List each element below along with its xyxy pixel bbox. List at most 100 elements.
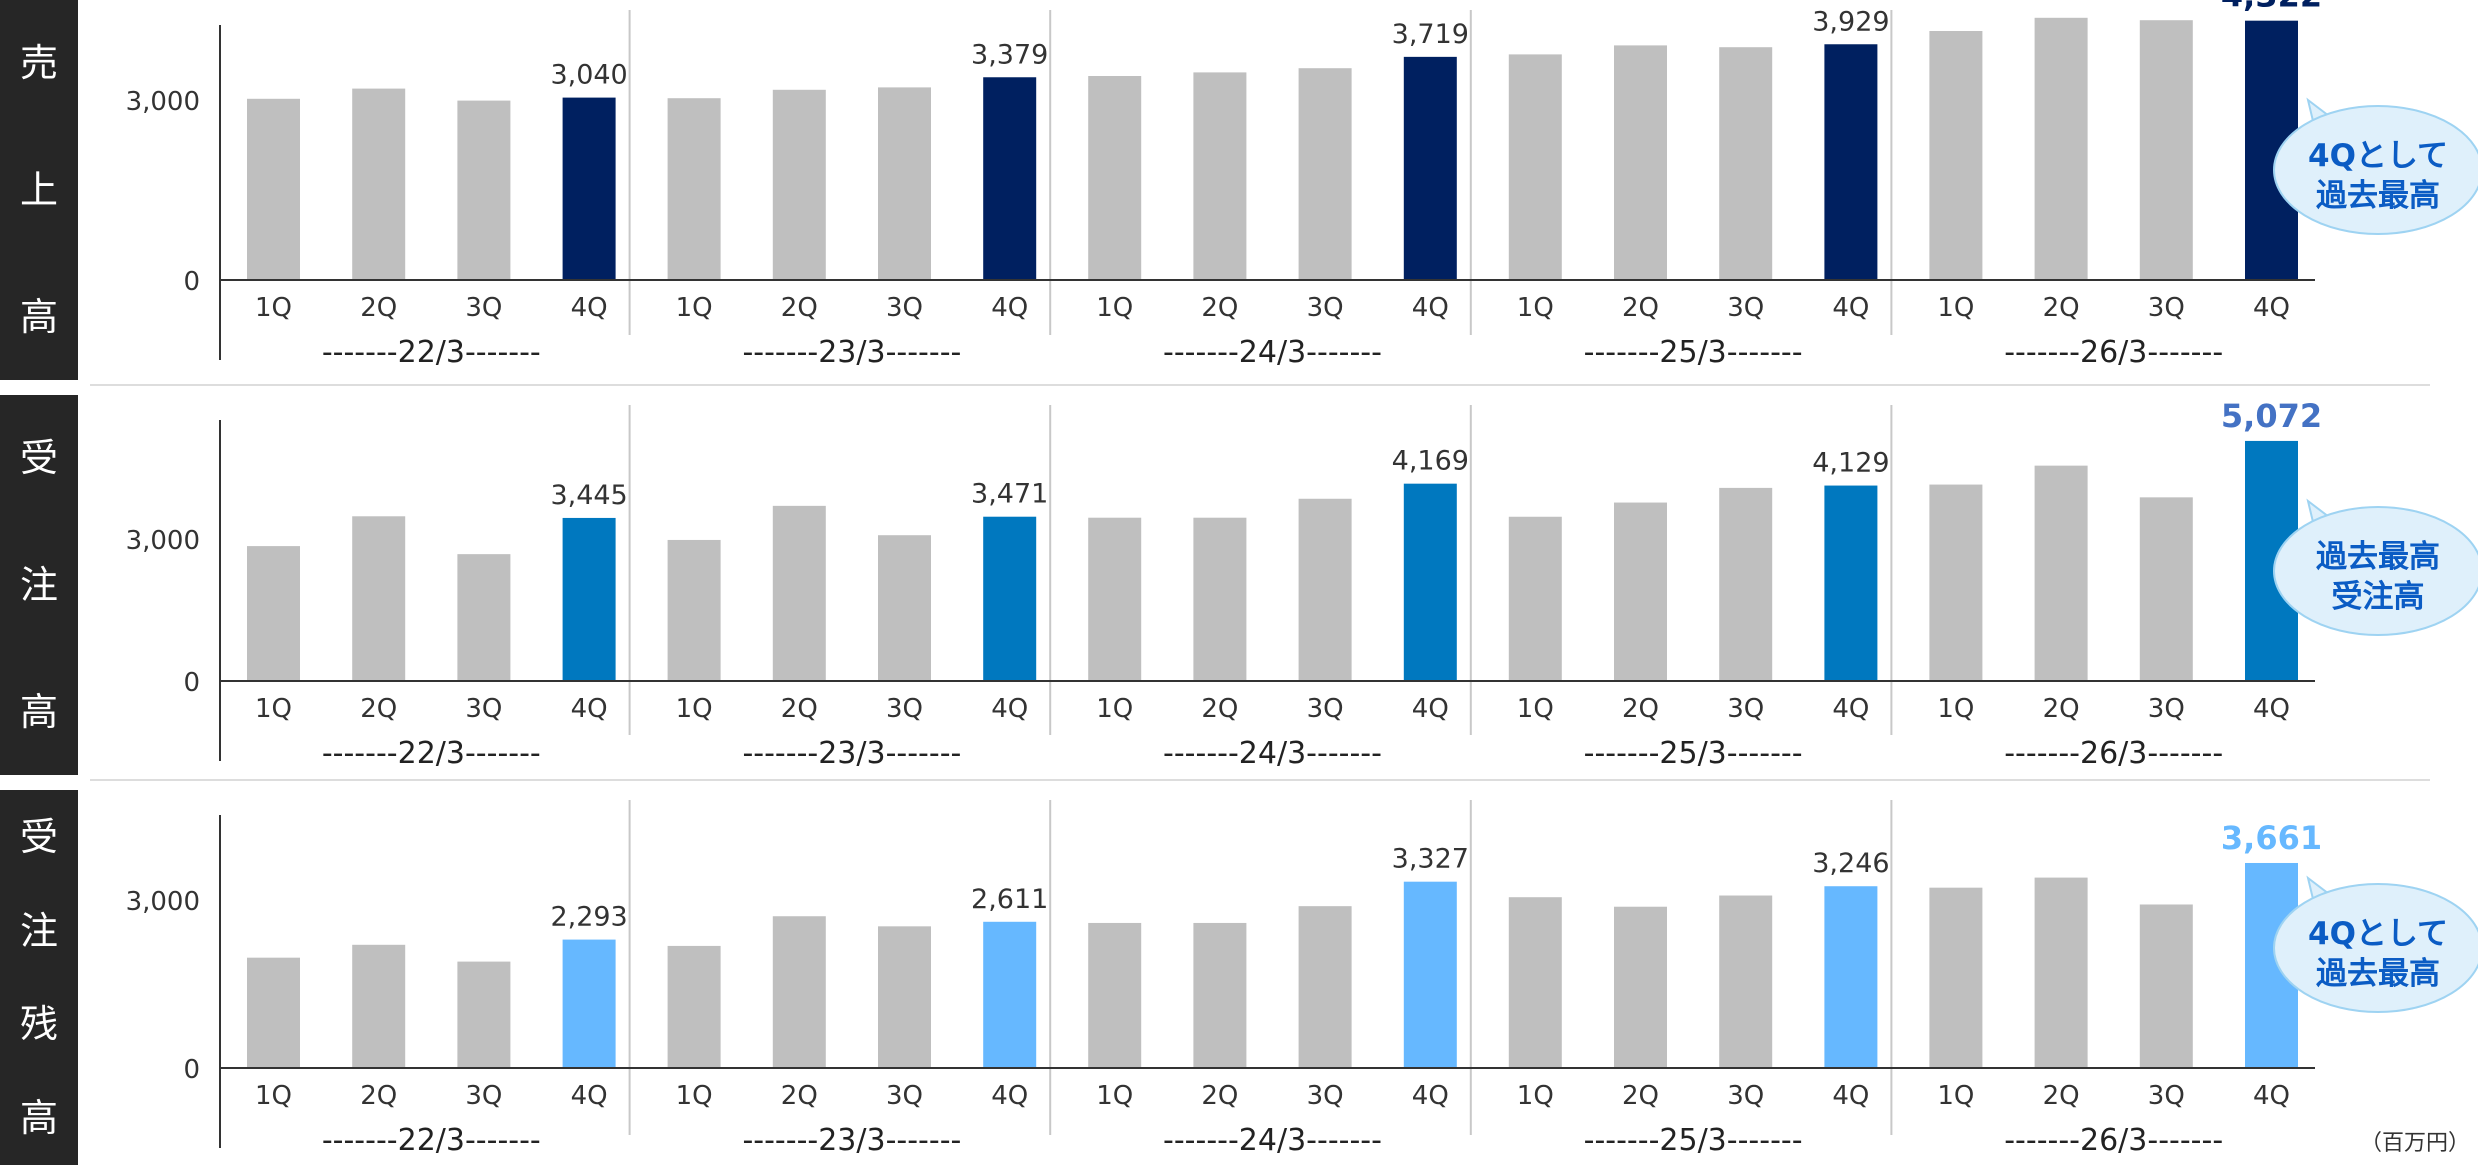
callout-text: 過去最高: [2316, 178, 2440, 214]
row-label-char: 上: [19, 167, 58, 212]
callout-bubble: [2273, 883, 2478, 1013]
bar-25-3-3Q: [1719, 895, 1773, 1068]
data-label: 2,293: [550, 902, 627, 933]
fiscal-year-label: -------23/3-------: [742, 335, 961, 370]
bar-22-3-2Q: [352, 944, 406, 1068]
callout-text: 過去最高: [2316, 539, 2440, 575]
x-tick-label: 2Q: [2043, 293, 2080, 323]
x-tick-label: 3Q: [886, 1081, 923, 1111]
x-tick-label: 4Q: [571, 1081, 608, 1111]
x-tick-label: 4Q: [1412, 694, 1449, 724]
data-label: 4,129: [1812, 448, 1889, 479]
data-label: 2,611: [971, 884, 1048, 915]
x-tick-label: 2Q: [360, 694, 397, 724]
x-tick-label: 2Q: [2043, 1081, 2080, 1111]
data-label: 3,327: [1392, 844, 1469, 875]
bar-24-3-2Q: [1193, 72, 1247, 281]
x-tick-label: 1Q: [1517, 1081, 1554, 1111]
bar-22-3-3Q: [457, 961, 511, 1068]
bar-24-3-4Q: [1403, 56, 1457, 280]
row-label-char: 高: [19, 294, 58, 339]
bar-26-3-1Q: [1929, 31, 1983, 280]
data-label: 3,471: [971, 479, 1048, 510]
y-tick-label: 0: [183, 1055, 200, 1085]
x-tick-label: 4Q: [991, 694, 1028, 724]
fiscal-year-label: -------25/3-------: [1584, 736, 1803, 771]
bar-23-3-3Q: [878, 926, 931, 1068]
bar-23-3-3Q: [878, 87, 931, 281]
fiscal-year-label: -------24/3-------: [1163, 736, 1382, 771]
fiscal-year-label: -------24/3-------: [1163, 335, 1382, 370]
x-tick-label: 2Q: [1201, 293, 1238, 323]
row-label-char: 注: [19, 908, 58, 953]
bar-26-3-3Q: [2139, 904, 2193, 1068]
x-tick-label: 2Q: [2043, 694, 2080, 724]
bar-23-3-4Q: [983, 516, 1037, 681]
row-label-char: 受: [19, 436, 58, 481]
bar-23-3-1Q: [667, 539, 721, 681]
x-tick-label: 3Q: [886, 293, 923, 323]
x-tick-label: 3Q: [1307, 293, 1344, 323]
bar-24-3-3Q: [1298, 498, 1352, 681]
x-tick-label: 4Q: [2253, 1081, 2290, 1111]
x-tick-label: 4Q: [1832, 293, 1869, 323]
bar-25-3-4Q: [1824, 485, 1878, 681]
bar-25-3-4Q: [1824, 886, 1878, 1068]
bar-24-3-4Q: [1403, 483, 1457, 681]
bar-24-3-1Q: [1088, 76, 1142, 280]
bar-22-3-1Q: [247, 957, 300, 1068]
bar-25-3-2Q: [1614, 906, 1667, 1068]
x-tick-label: 1Q: [1096, 694, 1133, 724]
x-tick-label: 1Q: [1517, 694, 1554, 724]
bar-22-3-3Q: [457, 554, 511, 681]
data-label: 4,322: [2221, 0, 2322, 15]
bar-24-3-1Q: [1088, 922, 1142, 1068]
y-tick-label: 3,000: [126, 87, 200, 117]
bar-22-3-4Q: [562, 517, 616, 681]
bar-23-3-2Q: [772, 505, 826, 681]
y-tick-label: 0: [183, 267, 200, 297]
fiscal-year-label: -------26/3-------: [2004, 335, 2223, 370]
x-tick-label: 2Q: [1622, 1081, 1659, 1111]
data-label: 4,169: [1392, 446, 1469, 477]
x-tick-label: 2Q: [360, 1081, 397, 1111]
x-tick-label: 2Q: [1622, 694, 1659, 724]
bar-22-3-2Q: [352, 516, 406, 681]
bar-25-3-2Q: [1614, 45, 1667, 281]
bar-22-3-4Q: [562, 97, 616, 280]
bar-25-3-1Q: [1508, 897, 1562, 1068]
x-tick-label: 2Q: [781, 694, 818, 724]
x-tick-label: 1Q: [1096, 1081, 1133, 1111]
x-tick-label: 1Q: [676, 694, 713, 724]
x-tick-label: 4Q: [571, 694, 608, 724]
bar-22-3-4Q: [562, 939, 616, 1068]
x-tick-label: 3Q: [1307, 694, 1344, 724]
x-tick-label: 3Q: [1727, 1081, 1764, 1111]
row-label-backlog: 受注残高: [0, 790, 78, 1165]
x-tick-label: 4Q: [2253, 293, 2290, 323]
x-tick-label: 1Q: [676, 293, 713, 323]
x-tick-label: 4Q: [1832, 1081, 1869, 1111]
x-tick-label: 3Q: [1727, 694, 1764, 724]
row-label-char: 残: [19, 1002, 58, 1047]
unit-label: （百万円）: [2359, 1131, 2470, 1156]
x-tick-label: 1Q: [255, 694, 292, 724]
bar-23-3-1Q: [667, 98, 721, 280]
x-tick-label: 3Q: [2148, 694, 2185, 724]
callout-text: 受注高: [2332, 579, 2425, 615]
bar-25-3-2Q: [1614, 502, 1667, 681]
bar-24-3-3Q: [1298, 906, 1352, 1068]
row-label-char: 受: [19, 814, 58, 859]
data-label: 5,072: [2221, 397, 2322, 435]
x-tick-label: 4Q: [991, 1081, 1028, 1111]
callout-bubble: [2273, 105, 2478, 235]
bar-26-3-1Q: [1929, 887, 1983, 1068]
x-tick-label: 2Q: [781, 1081, 818, 1111]
fiscal-year-label: -------25/3-------: [1584, 1123, 1803, 1158]
y-tick-label: 3,000: [126, 887, 200, 917]
y-tick-label: 3,000: [126, 526, 200, 556]
callout-text: 過去最高: [2316, 956, 2440, 992]
x-tick-label: 1Q: [1937, 694, 1974, 724]
x-tick-label: 3Q: [1307, 1081, 1344, 1111]
fiscal-year-label: -------22/3-------: [322, 736, 541, 771]
